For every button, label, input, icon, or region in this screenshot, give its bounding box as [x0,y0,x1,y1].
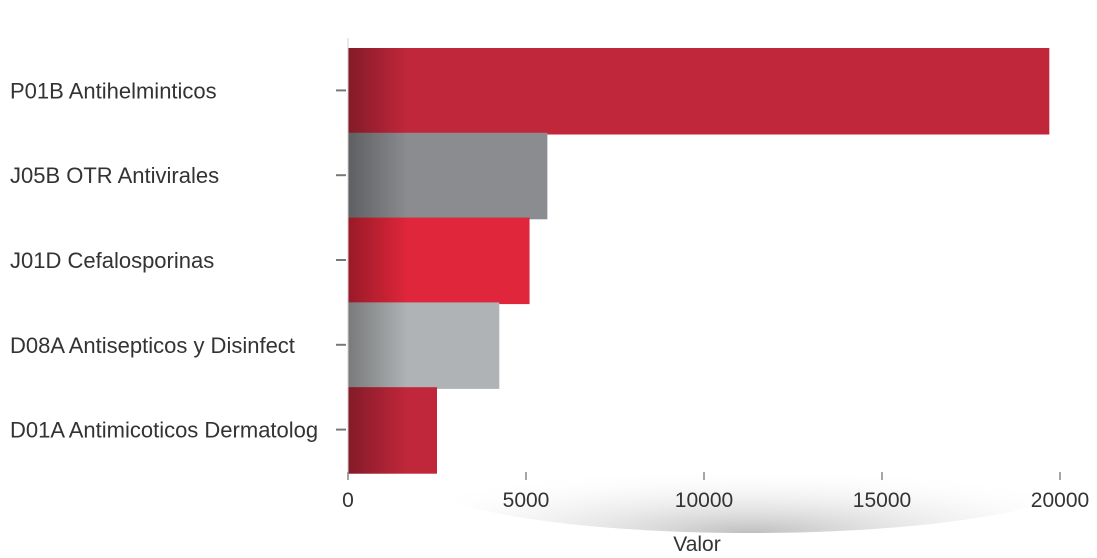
x-tick-label: 20000 [1031,489,1089,512]
category-label: D08A Antisepticos y Disinfect [10,333,295,358]
category-label: J05B OTR Antivirales [10,163,219,188]
chart-decoration [420,423,1080,533]
bars-group [348,48,1050,474]
x-tick-label: 10000 [675,489,733,512]
x-tick-label: 5000 [503,489,550,512]
category-label: J01D Cefalosporinas [10,248,214,273]
bar-shade-3 [348,217,408,305]
bar-1 [348,48,1050,135]
category-label: P01B Antihelminticos [10,78,217,103]
bar-shade-4 [348,302,408,389]
x-axis-title: Valor [673,533,720,556]
bar-shade-2 [348,132,408,220]
x-tick-label: 15000 [853,489,911,512]
x-tick-label: 0 [342,489,354,512]
category-label: D01A Antimicoticos Dermatolog [10,418,318,443]
axes-group: P01B Antihelminticos J05B OTR Antivirales… [10,38,1089,512]
bar-shade-1 [348,48,408,135]
bar-shade-5 [348,387,408,474]
